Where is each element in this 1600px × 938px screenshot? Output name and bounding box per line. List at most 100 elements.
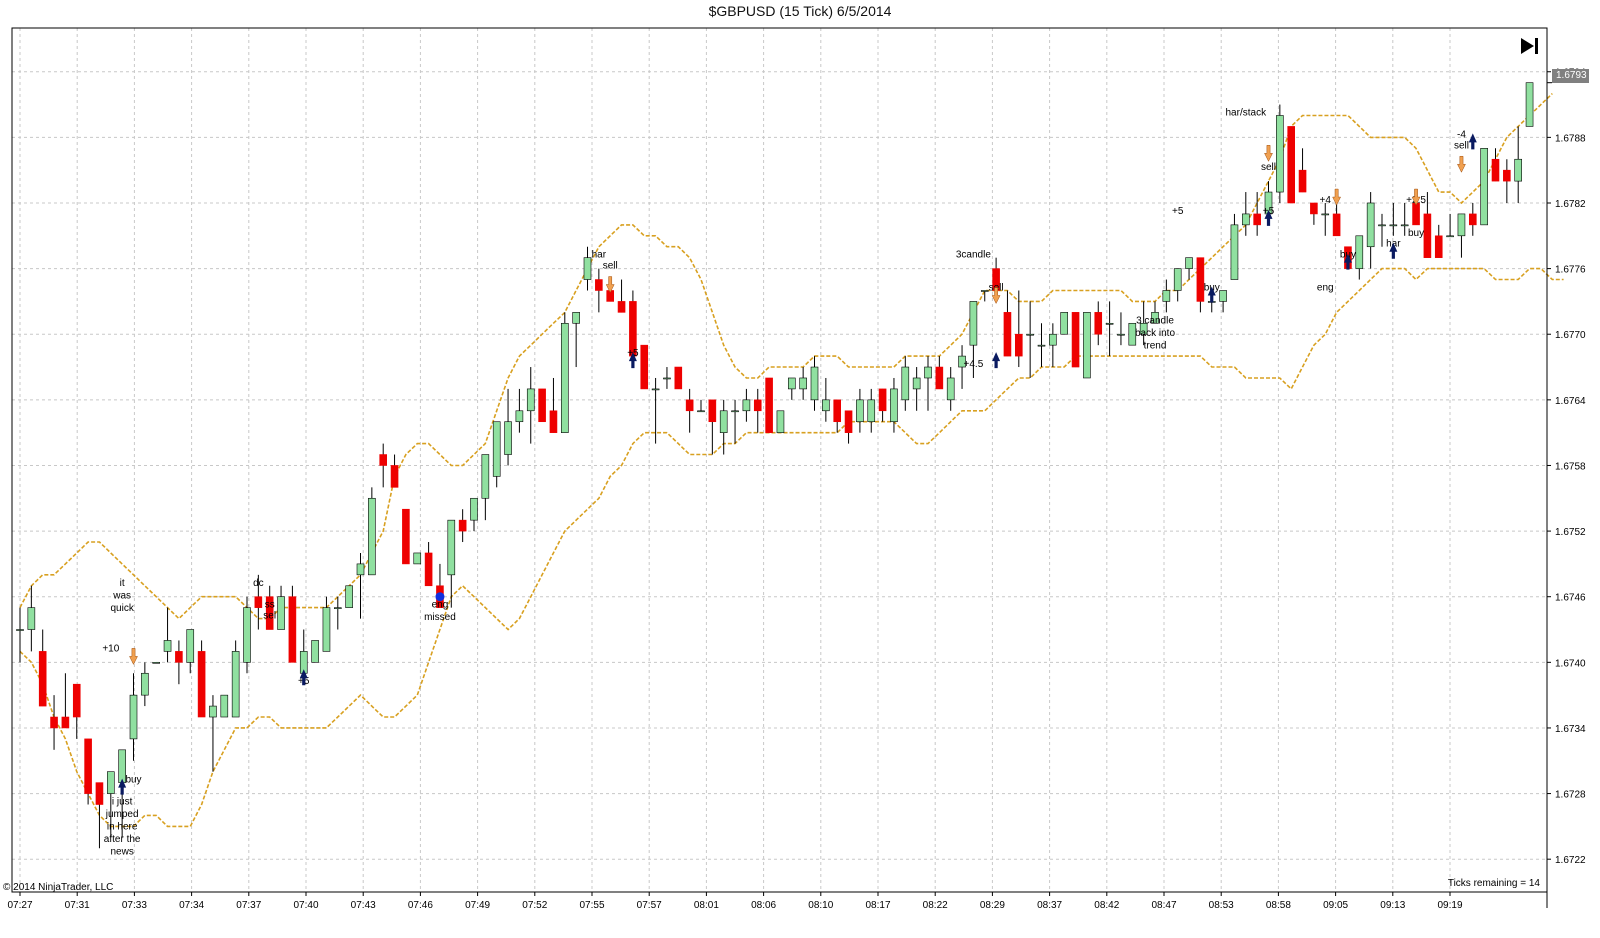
candle-body (1355, 235, 1364, 269)
bollinger-bands (19, 93, 1564, 828)
candle-body (912, 377, 921, 390)
candle-body (231, 651, 240, 718)
annotation-text: sell (1454, 140, 1469, 151)
sell-arrow-icon (1264, 145, 1273, 162)
candle-body (1049, 333, 1057, 346)
candle-body (356, 563, 365, 576)
candle-body (1083, 312, 1091, 379)
candle-body (424, 552, 433, 587)
candle-body (1332, 213, 1341, 237)
annotation-text: trend (1144, 340, 1167, 351)
buy-arrow-icon (628, 352, 637, 369)
candle-body (742, 399, 751, 412)
candle-body (935, 366, 944, 390)
candle-body (1139, 322, 1148, 335)
candle-body (175, 651, 183, 663)
price-badge: 1.6793 (1552, 69, 1589, 83)
candle-body (481, 454, 490, 499)
candle-body (129, 694, 138, 740)
candle-body (526, 388, 535, 412)
entry-marker-dot (435, 592, 445, 602)
annotation-text: har (592, 250, 607, 261)
candle-body (515, 410, 524, 423)
annotation-text: news (110, 847, 133, 858)
candle-body (538, 388, 546, 423)
chart-title: $GBPUSD (15 Tick) 6/5/2014 (708, 3, 892, 19)
annotation-text: missed (424, 612, 456, 623)
candle-body (1219, 290, 1227, 302)
x-tick-label: 08:37 (1037, 900, 1062, 911)
candle-body (1094, 312, 1103, 335)
candle-body (640, 344, 649, 390)
x-tick-label: 07:52 (522, 900, 547, 911)
candle-body (61, 716, 70, 729)
copyright: © 2014 NinjaTrader, LLC (3, 882, 114, 893)
candle-body (1196, 257, 1205, 302)
x-tick-label: 07:46 (408, 900, 433, 911)
candle-body (16, 629, 24, 631)
annotation-text: 3 candle (1136, 315, 1174, 326)
candle-body (1298, 169, 1307, 193)
sell-arrow-icon (605, 276, 615, 294)
candle-body (277, 596, 285, 630)
x-tick-label: 08:10 (808, 900, 833, 911)
x-tick-label: 07:40 (293, 900, 318, 911)
candle-body (1434, 235, 1443, 258)
candle-body (288, 596, 297, 663)
x-tick-label: 09:13 (1380, 900, 1405, 911)
candle-body (1117, 333, 1125, 336)
candle-body (617, 301, 626, 313)
candle-body (1491, 158, 1500, 182)
buy-arrow-icon (992, 352, 1001, 369)
annotation-text: sell (603, 261, 618, 272)
candle-body (1480, 148, 1488, 226)
skip-to-end-icon[interactable] (1519, 36, 1541, 56)
x-tick-label: 07:49 (465, 900, 490, 911)
candle-body (901, 366, 910, 401)
candle-body (1423, 213, 1432, 258)
candle-body (878, 388, 887, 412)
candle-body (1514, 158, 1522, 182)
sell-arrow-icon (1332, 188, 1342, 206)
candle-body (38, 651, 47, 707)
candle-body (209, 705, 217, 718)
candle-body (141, 672, 149, 696)
y-tick-label: 1.6740 (1555, 658, 1586, 669)
y-tick-label: 1.6746 (1555, 593, 1586, 604)
candle-body (1366, 202, 1375, 248)
candle-body (1400, 224, 1409, 227)
candle-body (1446, 235, 1454, 238)
candle-body (470, 497, 478, 521)
sell-arrow-icon (1411, 188, 1421, 206)
candle-body (674, 366, 683, 390)
candle-body (220, 694, 229, 718)
x-tick-label: 08:22 (923, 900, 948, 911)
candle-body (787, 377, 796, 390)
y-tick-label: 1.6728 (1555, 790, 1586, 801)
y-tick-label: 1.6770 (1555, 330, 1586, 341)
candle-body (1378, 224, 1386, 227)
buy-arrow-icon (1264, 209, 1273, 226)
candle-body (856, 399, 864, 423)
candle-body (719, 410, 728, 433)
ticks-remaining: Ticks remaining = 14 (1447, 878, 1540, 889)
annotation-text: +4.5 (964, 359, 984, 370)
candle-body (254, 596, 263, 608)
x-tick-label: 08:06 (751, 900, 776, 911)
candle-body (1014, 333, 1023, 357)
candle-body (1310, 202, 1318, 215)
annotation-text: ss (265, 600, 275, 611)
candle-body (163, 640, 172, 652)
x-tick-label: 08:47 (1151, 900, 1176, 911)
candle-body (447, 519, 456, 576)
candle-body (890, 388, 898, 423)
candle-body (197, 651, 206, 718)
buy-arrow-icon (1343, 253, 1352, 270)
candle-body (243, 607, 251, 663)
x-tick-label: 08:01 (694, 900, 719, 911)
annotation-text: it (120, 578, 125, 589)
candle-body (311, 640, 319, 663)
buy-arrow-icon (299, 669, 308, 686)
candle-body (72, 683, 81, 718)
